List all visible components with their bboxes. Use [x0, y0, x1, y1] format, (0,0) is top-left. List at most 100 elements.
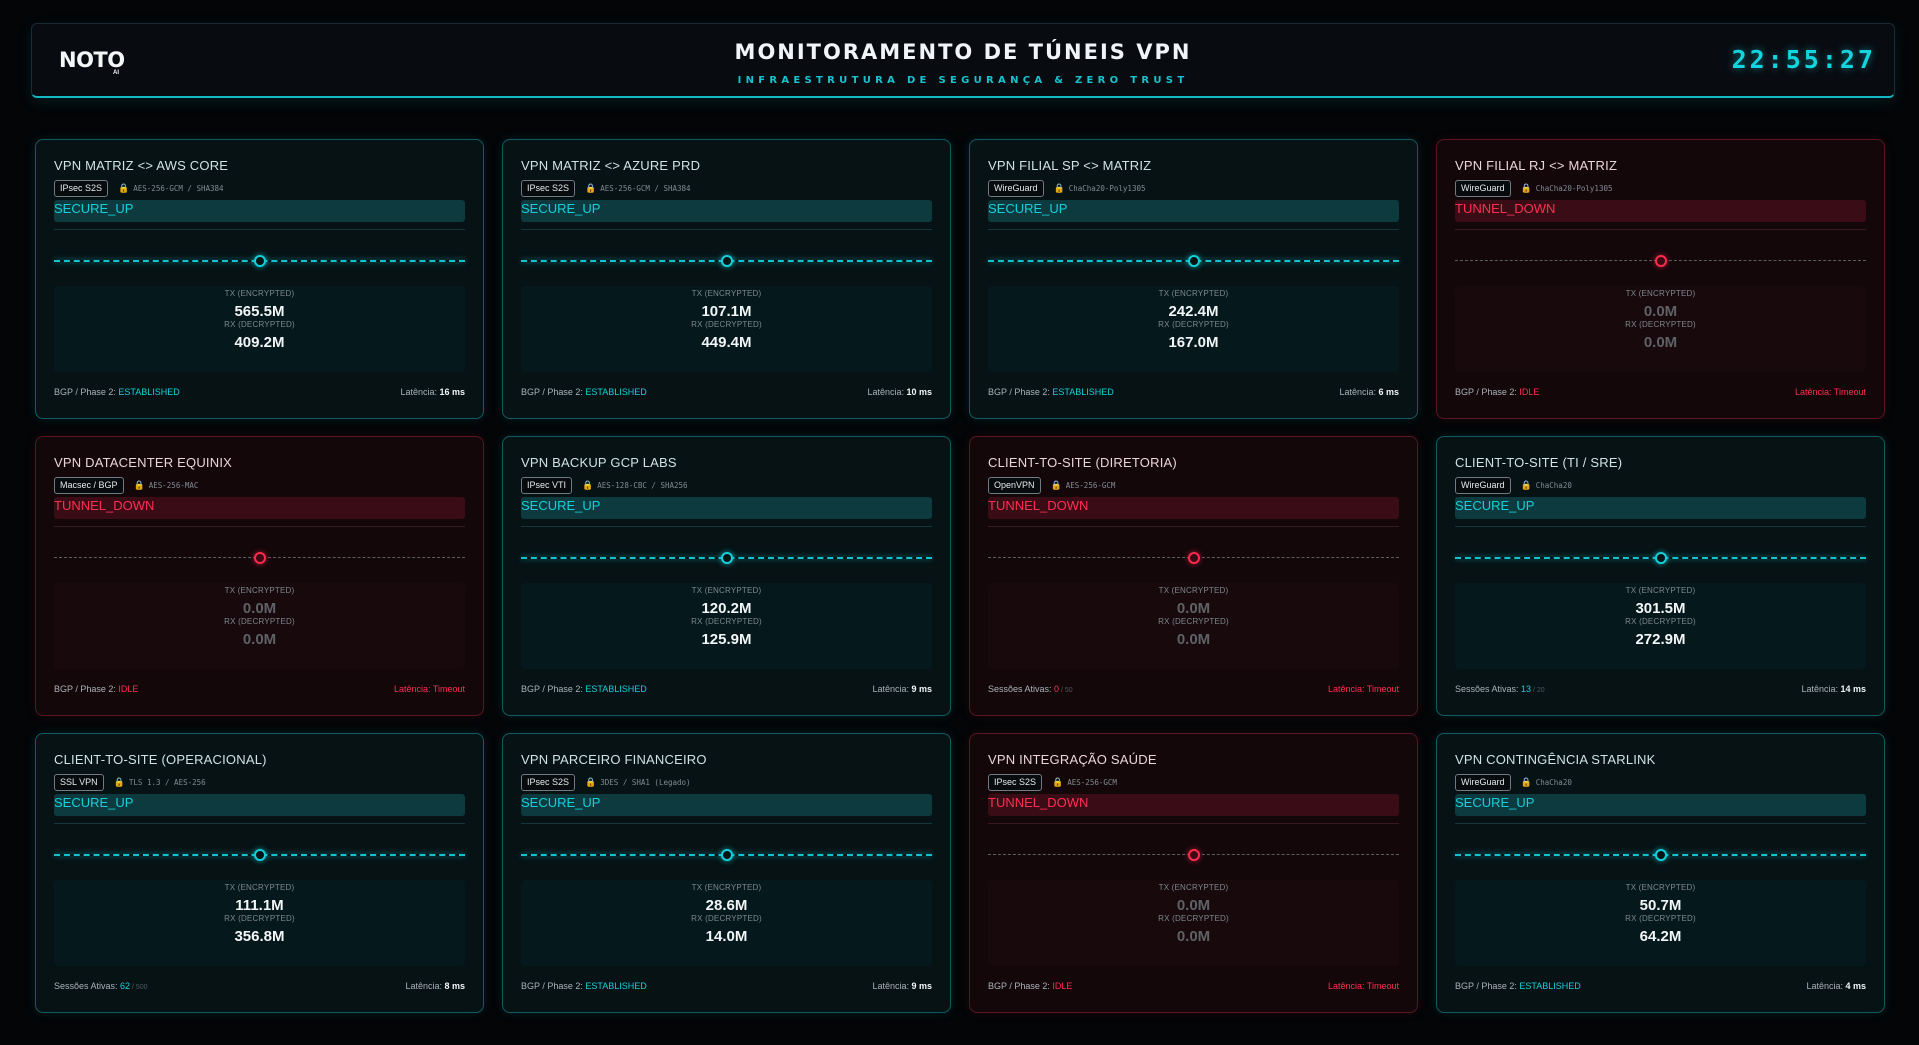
link-indicator: [521, 255, 932, 267]
phase-label: BGP / Phase 2:: [54, 387, 119, 397]
latency-label: Latência:: [1794, 387, 1834, 397]
tunnel-card[interactable]: CLIENT-TO-SITE (TI / SRE) WireGuard 🔒 Ch…: [1436, 436, 1885, 716]
lock-icon: 🔒: [113, 777, 125, 787]
rx-value: 0.0M: [242, 631, 277, 648]
card-footer: BGP / Phase 2: ESTABLISHED Latência: 6 m…: [988, 387, 1399, 399]
lock-icon: 🔒: [1052, 777, 1064, 787]
traffic-panel: TX (ENCRYPTED) 0.0M RX (DECRYPTED) 0.0M: [1455, 286, 1866, 372]
latency-label: Latência:: [1801, 684, 1841, 694]
latency-value: Timeout: [1833, 387, 1866, 397]
link-node-icon: [1654, 255, 1667, 267]
tx-label: TX (ENCRYPTED): [224, 586, 295, 595]
link-node-icon: [1187, 552, 1200, 564]
tunnel-card[interactable]: VPN PARCEIRO FINANCEIRO IPsec S2S 🔒 3DES…: [502, 733, 951, 1013]
tx-label: TX (ENCRYPTED): [691, 586, 762, 595]
tx-value: 120.2M: [701, 600, 752, 617]
rx-label: RX (DECRYPTED): [1625, 617, 1696, 626]
tunnel-tags: WireGuard 🔒 ChaCha20: [1455, 774, 1866, 791]
link-node-icon: [253, 255, 266, 267]
tunnel-card[interactable]: CLIENT-TO-SITE (OPERACIONAL) SSL VPN 🔒 T…: [35, 733, 484, 1013]
latency: Latência: 16 ms: [400, 387, 465, 397]
status-badge: SECURE_UP: [521, 200, 932, 222]
cipher-label: 3DES / SHA1 (Legado): [600, 778, 691, 787]
card-footer: BGP / Phase 2: ESTABLISHED Latência: 16 …: [54, 387, 465, 399]
latency-value: 6 ms: [1378, 387, 1399, 397]
phase-label: Sessões Ativas:: [1455, 684, 1522, 694]
card-footer: BGP / Phase 2: ESTABLISHED Latência: 4 m…: [1455, 981, 1866, 993]
protocol-badge: SSL VPN: [54, 774, 104, 791]
status-badge: SECURE_UP: [521, 794, 932, 816]
tx-label: TX (ENCRYPTED): [1158, 883, 1229, 892]
status-badge: TUNNEL_DOWN: [1455, 200, 1866, 222]
latency-value: 16 ms: [439, 387, 465, 397]
tunnel-card[interactable]: VPN FILIAL SP <> MATRIZ WireGuard 🔒 ChaC…: [969, 139, 1418, 419]
lock-icon: 🔒: [118, 183, 130, 193]
cipher-label: ChaCha20-Poly1305: [1535, 184, 1613, 193]
rx-label: RX (DECRYPTED): [224, 320, 295, 329]
tunnel-tags: WireGuard 🔒 ChaCha20-Poly1305: [1455, 180, 1866, 197]
cipher-label: AES-256-GCM / SHA384: [133, 184, 224, 193]
phase-status: BGP / Phase 2: ESTABLISHED: [521, 387, 647, 397]
tx-label: TX (ENCRYPTED): [1158, 289, 1229, 298]
cipher-label: ChaCha20: [1535, 778, 1572, 787]
divider: [988, 229, 1399, 230]
status-badge: SECURE_UP: [54, 794, 465, 816]
tunnel-name: CLIENT-TO-SITE (OPERACIONAL): [54, 752, 267, 767]
phase-value: ESTABLISHED: [1052, 387, 1114, 397]
phase-status: BGP / Phase 2: ESTABLISHED: [521, 684, 647, 694]
tunnel-card[interactable]: VPN BACKUP GCP LABS IPsec VTI 🔒 AES-128-…: [502, 436, 951, 716]
status-badge: SECURE_UP: [1455, 497, 1866, 519]
phase-value: ESTABLISHED: [585, 684, 647, 694]
traffic-panel: TX (ENCRYPTED) 111.1M RX (DECRYPTED) 356…: [54, 880, 465, 966]
lock-icon: 🔒: [585, 183, 597, 193]
divider: [54, 526, 465, 527]
protocol-badge: IPsec S2S: [521, 774, 576, 791]
rx-label: RX (DECRYPTED): [1158, 320, 1229, 329]
latency-value: Timeout: [432, 684, 465, 694]
tunnel-name: VPN CONTINGÊNCIA STARLINK: [1455, 752, 1656, 767]
latency: Latência: 9 ms: [872, 684, 932, 694]
traffic-panel: TX (ENCRYPTED) 107.1M RX (DECRYPTED) 449…: [521, 286, 932, 372]
latency: Latência: Timeout: [1328, 981, 1399, 991]
cipher-label: AES-256-GCM: [1065, 481, 1116, 490]
latency-label: Latência:: [1806, 981, 1846, 991]
phase-status: BGP / Phase 2: IDLE: [54, 684, 138, 694]
phase-status: BGP / Phase 2: ESTABLISHED: [988, 387, 1114, 397]
phase-status: BGP / Phase 2: ESTABLISHED: [1455, 981, 1581, 991]
latency-label: Latência:: [400, 387, 440, 397]
latency: Latência: 14 ms: [1801, 684, 1866, 694]
protocol-badge: WireGuard: [1455, 180, 1511, 197]
protocol-badge: WireGuard: [1455, 477, 1511, 494]
protocol-badge: IPsec VTI: [521, 477, 573, 494]
tunnel-name: VPN MATRIZ <> AWS CORE: [54, 158, 229, 173]
cipher-label: AES-128-CBC / SHA256: [597, 481, 688, 490]
card-footer: BGP / Phase 2: IDLE Latência: Timeout: [1455, 387, 1866, 399]
rx-label: RX (DECRYPTED): [1158, 914, 1229, 923]
tunnel-tags: WireGuard 🔒 ChaCha20-Poly1305: [988, 180, 1399, 197]
protocol-badge: Macsec / BGP: [54, 477, 124, 494]
page-title: MONITORAMENTO DE TÚNEIS VPN: [734, 40, 1192, 64]
tunnel-card[interactable]: VPN INTEGRAÇÃO SAÚDE IPsec S2S 🔒 AES-256…: [969, 733, 1418, 1013]
divider: [54, 823, 465, 824]
tx-value: 0.0M: [1176, 897, 1211, 914]
tunnel-card[interactable]: VPN CONTINGÊNCIA STARLINK WireGuard 🔒 Ch…: [1436, 733, 1885, 1013]
phase-extra: / 500: [130, 984, 148, 991]
tunnel-card[interactable]: VPN MATRIZ <> AWS CORE IPsec S2S 🔒 AES-2…: [35, 139, 484, 419]
phase-status: BGP / Phase 2: IDLE: [1455, 387, 1539, 397]
traffic-panel: TX (ENCRYPTED) 565.5M RX (DECRYPTED) 409…: [54, 286, 465, 372]
rx-label: RX (DECRYPTED): [691, 617, 762, 626]
tunnel-card[interactable]: CLIENT-TO-SITE (DIRETORIA) OpenVPN 🔒 AES…: [969, 436, 1418, 716]
rx-label: RX (DECRYPTED): [1158, 617, 1229, 626]
divider: [988, 823, 1399, 824]
tunnel-card[interactable]: VPN MATRIZ <> AZURE PRD IPsec S2S 🔒 AES-…: [502, 139, 951, 419]
phase-label: BGP / Phase 2:: [988, 387, 1053, 397]
phase-label: BGP / Phase 2:: [54, 684, 119, 694]
phase-label: BGP / Phase 2:: [521, 387, 586, 397]
cipher-label: AES-256-MAC: [148, 481, 199, 490]
lock-icon: 🔒: [585, 777, 597, 787]
divider: [1455, 823, 1866, 824]
tunnel-tags: IPsec S2S 🔒 AES-256-GCM / SHA384: [54, 180, 465, 197]
tunnel-card[interactable]: VPN FILIAL RJ <> MATRIZ WireGuard 🔒 ChaC…: [1436, 139, 1885, 419]
tunnel-card[interactable]: VPN DATACENTER EQUINIX Macsec / BGP 🔒 AE…: [35, 436, 484, 716]
latency: Latência: 4 ms: [1806, 981, 1866, 991]
